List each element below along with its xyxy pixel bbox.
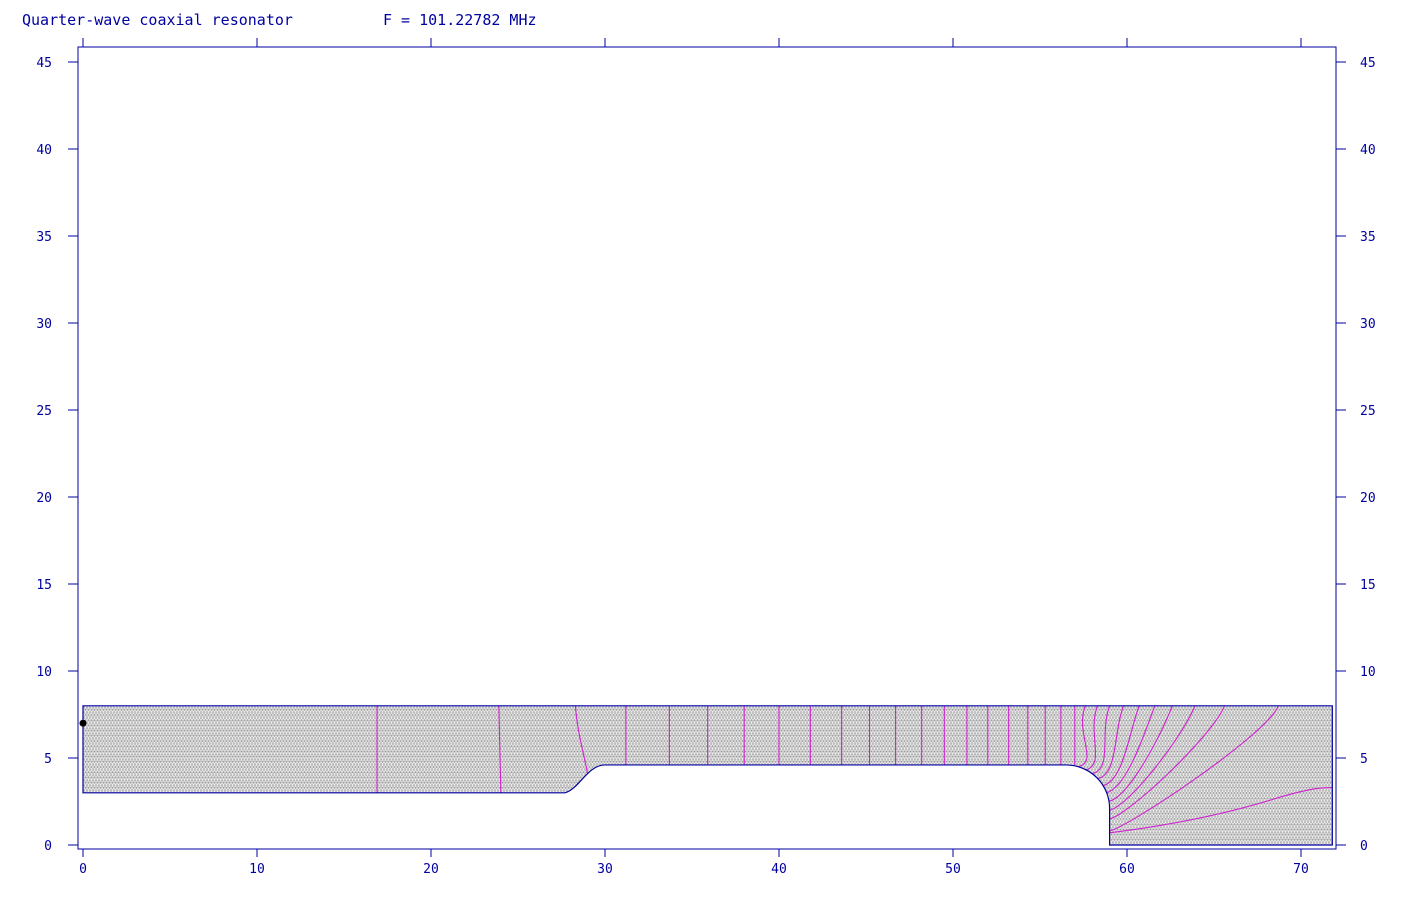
field-line [1097,705,1125,780]
chart-title: Quarter-wave coaxial resonator [22,11,293,29]
y-tick-label-left: 40 [36,143,52,158]
field-line [1092,705,1111,775]
y-tick-label-right: 10 [1360,665,1376,680]
y-tick-label-right: 25 [1360,404,1376,419]
marker-layer [79,719,87,727]
x-tick-label: 70 [1293,862,1309,877]
x-tick-label: 40 [771,862,787,877]
field-line [498,705,502,793]
y-tick-label-right: 5 [1360,752,1368,767]
mesh-region [83,705,1333,845]
y-tick-label-left: 45 [36,56,52,71]
y-tick-label-right: 45 [1360,56,1376,71]
y-tick-label-left: 0 [44,839,52,854]
title-group: Quarter-wave coaxial resonator F = 101.2… [22,11,537,29]
y-tick-label-right: 40 [1360,143,1376,158]
y-tick-label-left: 30 [36,317,52,332]
y-tick-label-left: 20 [36,491,52,506]
marker-dot [79,719,87,727]
y-tick-label-left: 15 [36,578,52,593]
field-line [1109,787,1333,834]
mesh-fill [83,705,1333,845]
field-line [574,705,589,774]
plot-frame [77,46,1337,850]
field-line [1109,705,1225,820]
y-tick-label-left: 35 [36,230,52,245]
field-line [1109,705,1279,832]
y-tick-label-left: 10 [36,665,52,680]
boundary-outline [82,705,1333,846]
field-line [1105,705,1156,794]
frequency-label: F = 101.22782 MHz [383,11,537,29]
field-line [1102,705,1140,787]
axes: 0 10 20 30 40 50 60 70 0 0 5 5 10 10 15 15 20 20 25 25 30 30 3… [36,38,1376,877]
y-tick-label-right: 20 [1360,491,1376,506]
y-tick-label-right: 0 [1360,839,1368,854]
x-tick-label: 20 [423,862,439,877]
x-tick-label: 10 [249,862,265,877]
x-tick-label: 60 [1119,862,1135,877]
x-tick-label: 0 [79,862,87,877]
boundary [82,705,1333,846]
field-line [1085,705,1098,771]
y-tick-label-left: 5 [44,752,52,767]
x-tick-label: 50 [945,862,961,877]
y-tick-label-left: 25 [36,404,52,419]
field-line [1109,705,1196,811]
x-tick-label: 30 [597,862,613,877]
y-tick-label-right: 30 [1360,317,1376,332]
field-line [1108,705,1173,803]
field-line [1078,705,1088,768]
field-lines [376,705,1333,834]
y-tick-label-right: 35 [1360,230,1376,245]
y-tick-label-right: 15 [1360,578,1376,593]
